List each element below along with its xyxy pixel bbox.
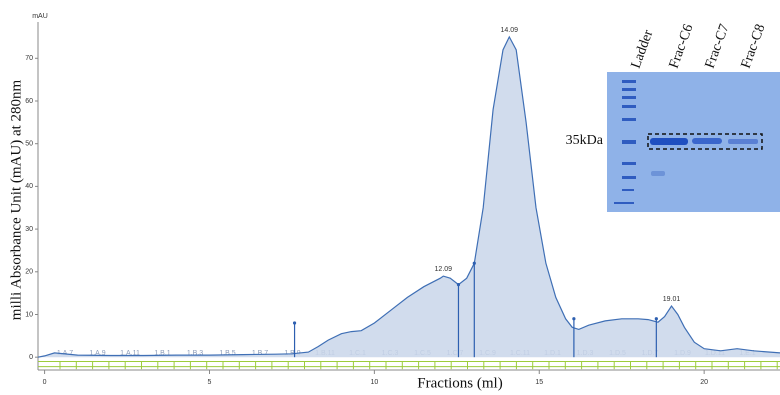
- fraction-mark-head: [457, 283, 460, 286]
- lane-label: Frac-C7: [703, 22, 733, 70]
- fraction-mark-head: [473, 262, 476, 265]
- x-axis-label: Fractions (ml): [417, 375, 502, 391]
- y-unit: mAU: [32, 13, 48, 20]
- x-tick-label: 10: [370, 379, 378, 386]
- y-tick-label: 30: [25, 226, 33, 233]
- fraction-mark-head: [572, 317, 575, 320]
- gel-inset: 35kDa Ladder Frac-C6 Frac-C7 Frac-C8: [566, 22, 780, 212]
- peak-label: 19.01: [663, 296, 681, 303]
- x-tick-label: 15: [535, 379, 543, 386]
- y-tick-label: 50: [25, 141, 33, 148]
- band: [728, 139, 758, 144]
- lane-label: Ladder: [629, 28, 657, 71]
- y-axis-label: milli Absorbance Unit (mAU) at 280nm: [8, 79, 24, 320]
- y-tick-label: 40: [25, 183, 33, 190]
- peak-label: 14.09: [500, 27, 518, 34]
- marker-label: 35kDa: [566, 133, 604, 148]
- fraction-mark-head: [655, 317, 658, 320]
- x-tick-label: 0: [43, 379, 47, 386]
- lane-label: Frac-C8: [739, 22, 769, 70]
- y-tick-label: 10: [25, 311, 33, 318]
- band: [650, 138, 688, 145]
- peak-label: 12.09: [435, 266, 453, 273]
- x-tick-label: 20: [700, 379, 708, 386]
- fraction-mark-head: [293, 321, 296, 324]
- band: [692, 138, 722, 144]
- y-tick-label: 60: [25, 98, 33, 105]
- y-tick-label: 0: [29, 354, 33, 361]
- y-tick-label: 70: [25, 55, 33, 62]
- smear: [651, 171, 665, 176]
- x-tick-label: 5: [208, 379, 212, 386]
- y-tick-label: 20: [25, 269, 33, 276]
- lane-label: Frac-C6: [667, 22, 697, 70]
- chart: mAU Fractions (ml) milli Absorbance Unit…: [0, 0, 780, 395]
